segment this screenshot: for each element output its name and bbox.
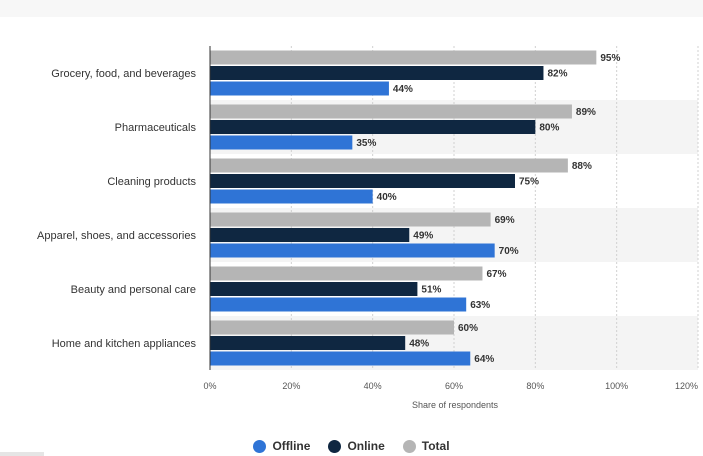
- value-label: 64%: [474, 354, 494, 365]
- x-tick-label: 20%: [282, 381, 300, 391]
- value-label: 51%: [421, 285, 441, 296]
- bar-offline: [210, 189, 373, 204]
- x-tick-label: 0%: [203, 381, 216, 391]
- bar-total: [210, 320, 454, 335]
- value-label: 63%: [470, 300, 490, 311]
- value-label: 44%: [393, 84, 413, 95]
- legend-label: Total: [421, 439, 450, 453]
- value-label: 95%: [600, 53, 620, 64]
- legend-item-total[interactable]: Total: [402, 439, 450, 453]
- x-tick-label: 80%: [526, 381, 544, 391]
- gridlines: [290, 46, 699, 370]
- bars: [210, 50, 597, 366]
- value-label: 75%: [519, 177, 539, 188]
- bar-total: [210, 158, 568, 173]
- bar-total: [210, 50, 597, 65]
- category-labels: Grocery, food, and beverages Pharmaceutic…: [37, 68, 196, 350]
- x-axis-title: Share of respondents: [412, 400, 499, 410]
- x-tick-label: 100%: [605, 381, 628, 391]
- value-label: 88%: [572, 161, 592, 172]
- x-tick-labels: 0% 20% 40% 60% 80% 100% 120%: [203, 381, 698, 391]
- legend-label: Online: [347, 439, 385, 453]
- value-label: 69%: [495, 215, 515, 226]
- value-label: 67%: [486, 269, 506, 280]
- x-tick-label: 120%: [675, 381, 698, 391]
- bar-offline: [210, 135, 353, 150]
- x-tick-label: 40%: [364, 381, 382, 391]
- value-label: 89%: [576, 107, 596, 118]
- legend-dot: [402, 439, 416, 453]
- legend: Offline Online Total: [0, 436, 703, 456]
- bar-total: [210, 266, 483, 281]
- bar-offline: [210, 243, 495, 258]
- top-band: [0, 0, 703, 17]
- bar-offline: [210, 297, 467, 312]
- value-label: 35%: [356, 138, 376, 149]
- bar-total: [210, 212, 491, 227]
- bar-online: [210, 282, 418, 296]
- bar-offline: [210, 351, 471, 366]
- value-label: 48%: [409, 339, 429, 350]
- category-label: Pharmaceuticals: [115, 122, 197, 134]
- scrollbar-stub: [0, 452, 44, 456]
- legend-label: Offline: [272, 439, 311, 453]
- value-label: 70%: [499, 246, 519, 257]
- bar-online: [210, 336, 406, 350]
- legend-item-offline[interactable]: Offline: [253, 439, 310, 453]
- bar-offline: [210, 81, 389, 96]
- bar-total: [210, 104, 572, 119]
- bar-online: [210, 174, 515, 188]
- value-label: 49%: [413, 231, 433, 242]
- value-label: 40%: [377, 192, 397, 203]
- category-label: Grocery, food, and beverages: [51, 68, 196, 80]
- value-label: 60%: [458, 323, 478, 334]
- value-labels: 95% 82% 44% 89% 80% 35% 88% 75% 40% 69% 49% 70% 67% 5…: [356, 53, 620, 365]
- bar-online: [210, 228, 410, 242]
- category-label: Beauty and personal care: [71, 284, 196, 296]
- legend-item-online[interactable]: Online: [328, 439, 385, 453]
- value-label: 82%: [547, 69, 567, 80]
- bar-online: [210, 120, 536, 134]
- category-label: Cleaning products: [107, 176, 196, 188]
- bar-chart: 95% 82% 44% 89% 80% 35% 88% 75% 40% 69% 49% 70% 67% 5…: [37, 46, 699, 410]
- x-tick-label: 60%: [445, 381, 463, 391]
- legend-dot: [328, 439, 342, 453]
- bar-online: [210, 66, 544, 80]
- category-label: Apparel, shoes, and accessories: [37, 230, 196, 242]
- legend-dot: [253, 439, 267, 453]
- value-label: 80%: [539, 123, 559, 134]
- category-label: Home and kitchen appliances: [52, 338, 197, 350]
